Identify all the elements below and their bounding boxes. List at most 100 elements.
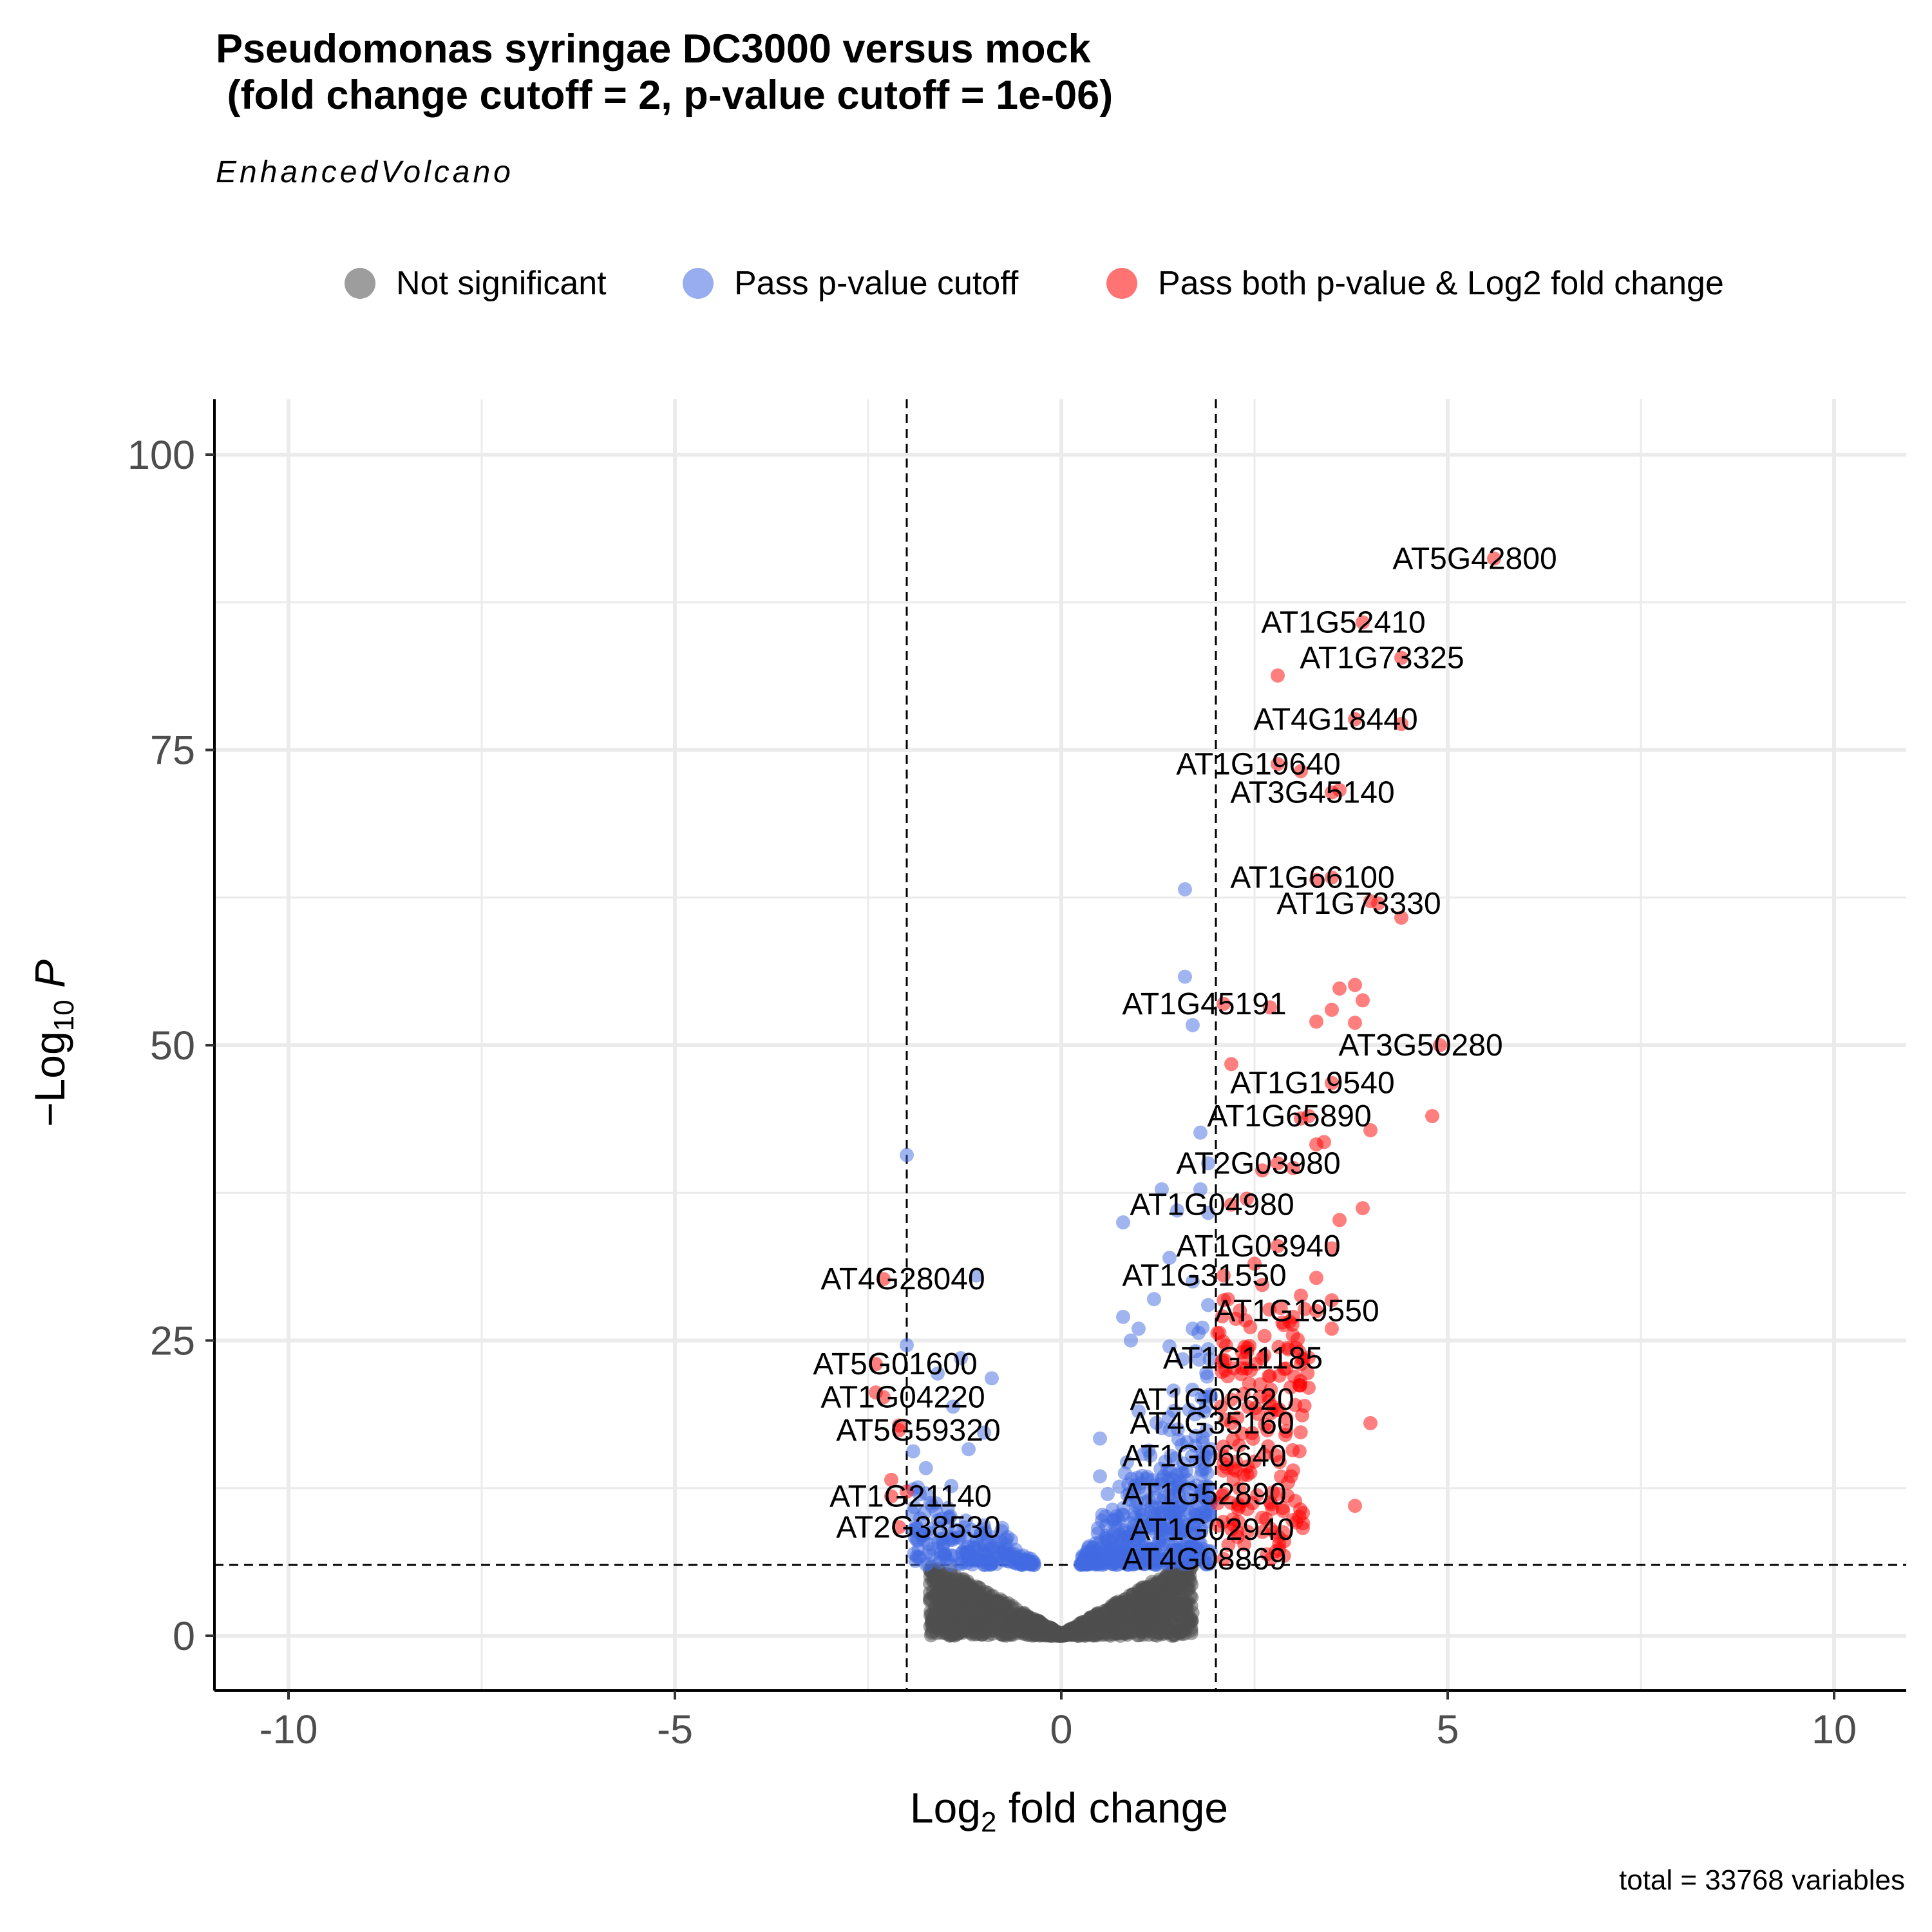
point-pvalue-only <box>969 1268 983 1283</box>
point-not-significant <box>944 1579 959 1594</box>
point-pvalue-only <box>946 1399 960 1414</box>
point-pvalue-only <box>1201 1341 1216 1356</box>
point-pvalue-only <box>1184 1546 1199 1560</box>
point-significant <box>1218 1353 1233 1368</box>
caption: total = 33768 variables <box>1619 1864 1905 1896</box>
point-significant <box>1220 1292 1235 1307</box>
point-significant <box>1297 1398 1312 1413</box>
point-significant-labeled <box>1217 1268 1231 1283</box>
point-pvalue-only <box>996 1553 1010 1567</box>
gene-label: AT3G45140 <box>1230 776 1394 810</box>
point-significant-labeled <box>1325 870 1339 885</box>
y-tick-label: 50 <box>150 1023 195 1068</box>
point-significant <box>884 1472 898 1487</box>
point-significant-labeled <box>1371 896 1385 911</box>
point-not-significant <box>999 1623 1014 1638</box>
x-tick-label: 10 <box>1812 1707 1857 1752</box>
point-not-significant <box>1171 1580 1186 1595</box>
point-significant <box>1332 1213 1347 1227</box>
point-not-significant <box>1017 1620 1032 1634</box>
point-pvalue-only <box>1168 1451 1183 1466</box>
point-significant <box>1226 1432 1240 1447</box>
point-significant <box>1363 1123 1378 1138</box>
point-significant <box>1245 1432 1260 1446</box>
point-significant <box>1288 1493 1303 1508</box>
point-significant <box>1294 764 1308 779</box>
point-significant-labeled <box>1224 1197 1238 1212</box>
y-tick-label: 100 <box>128 433 195 478</box>
point-pvalue-only <box>1177 1479 1192 1494</box>
point-significant <box>1309 1137 1323 1152</box>
point-significant <box>1279 1361 1294 1376</box>
point-significant <box>1425 1109 1439 1124</box>
point-pvalue-only <box>1185 1382 1200 1397</box>
point-pvalue-only <box>1101 1533 1115 1548</box>
point-significant <box>1236 1387 1251 1401</box>
point-significant <box>1309 1014 1323 1029</box>
point-significant <box>1243 1320 1258 1334</box>
point-pvalue-only <box>1201 1206 1215 1220</box>
point-significant <box>1215 1309 1229 1323</box>
point-significant <box>1255 1510 1269 1525</box>
point-pvalue-only <box>1188 1407 1202 1422</box>
point-significant-labeled <box>1302 1109 1316 1124</box>
point-significant-labeled <box>876 1272 891 1287</box>
point-not-significant <box>1034 1619 1049 1634</box>
point-pvalue-only <box>1166 1542 1180 1557</box>
point-pvalue-only <box>961 1442 976 1457</box>
point-significant <box>1231 1497 1245 1511</box>
chart-subtitle: EnhancedVolcano <box>216 155 514 189</box>
point-significant <box>1280 1340 1295 1355</box>
point-not-significant <box>1110 1613 1125 1628</box>
point-significant <box>1235 1345 1249 1359</box>
point-pvalue-only <box>1201 1298 1215 1312</box>
point-pvalue-only <box>954 1351 968 1366</box>
gene-label: AT1G52890 <box>1122 1477 1286 1511</box>
point-pvalue-only <box>1124 1333 1138 1348</box>
point-significant <box>900 1484 914 1499</box>
point-pvalue-only <box>1170 1514 1184 1529</box>
point-significant <box>1224 1057 1238 1072</box>
point-pvalue-only <box>1153 1530 1168 1544</box>
point-significant-labeled <box>1325 785 1339 800</box>
point-pvalue-only <box>1162 1339 1177 1354</box>
point-not-significant <box>996 1609 1011 1624</box>
legend-label: Pass both p-value & Log2 fold change <box>1158 265 1724 302</box>
point-significant <box>1216 1463 1231 1478</box>
point-pvalue-only <box>1179 1524 1194 1539</box>
x-tick-label: -10 <box>259 1707 317 1752</box>
point-pvalue-only <box>1110 1520 1125 1535</box>
data-points <box>869 551 1501 1643</box>
gene-label: AT5G01600 <box>813 1347 977 1381</box>
point-significant <box>1242 1376 1256 1391</box>
point-pvalue-only <box>1162 1251 1177 1265</box>
point-significant <box>1309 873 1323 887</box>
point-not-significant <box>967 1592 982 1607</box>
point-significant-labeled <box>1217 1449 1231 1464</box>
gene-label: AT4G28040 <box>820 1262 985 1296</box>
chart-title: Pseudomonas syringae DC3000 versus mock … <box>216 26 1113 118</box>
point-significant-labeled <box>1224 1522 1238 1537</box>
point-pvalue-only <box>1147 1511 1162 1526</box>
point-significant-labeled <box>1271 757 1285 772</box>
point-significant <box>1271 1486 1285 1501</box>
point-significant <box>1213 1399 1228 1414</box>
point-significant <box>1220 1369 1235 1384</box>
point-significant <box>1257 1329 1272 1343</box>
point-significant <box>1297 1302 1312 1316</box>
legend-item-both: Pass both p-value & Log2 fold change <box>1106 258 1724 309</box>
gene-label: AT2G03980 <box>1176 1146 1340 1180</box>
legend-swatch-blue <box>683 268 714 299</box>
point-significant <box>1262 1302 1277 1317</box>
point-pvalue-only <box>1175 1437 1189 1452</box>
point-pvalue-only <box>1178 969 1192 984</box>
point-significant-labeled <box>1255 1351 1269 1366</box>
point-significant <box>1218 1338 1233 1353</box>
point-significant <box>1285 1328 1300 1343</box>
point-significant <box>1276 1525 1291 1540</box>
point-not-significant <box>947 1595 962 1609</box>
point-pvalue-only <box>1164 1493 1179 1508</box>
point-significant <box>1256 1448 1271 1463</box>
